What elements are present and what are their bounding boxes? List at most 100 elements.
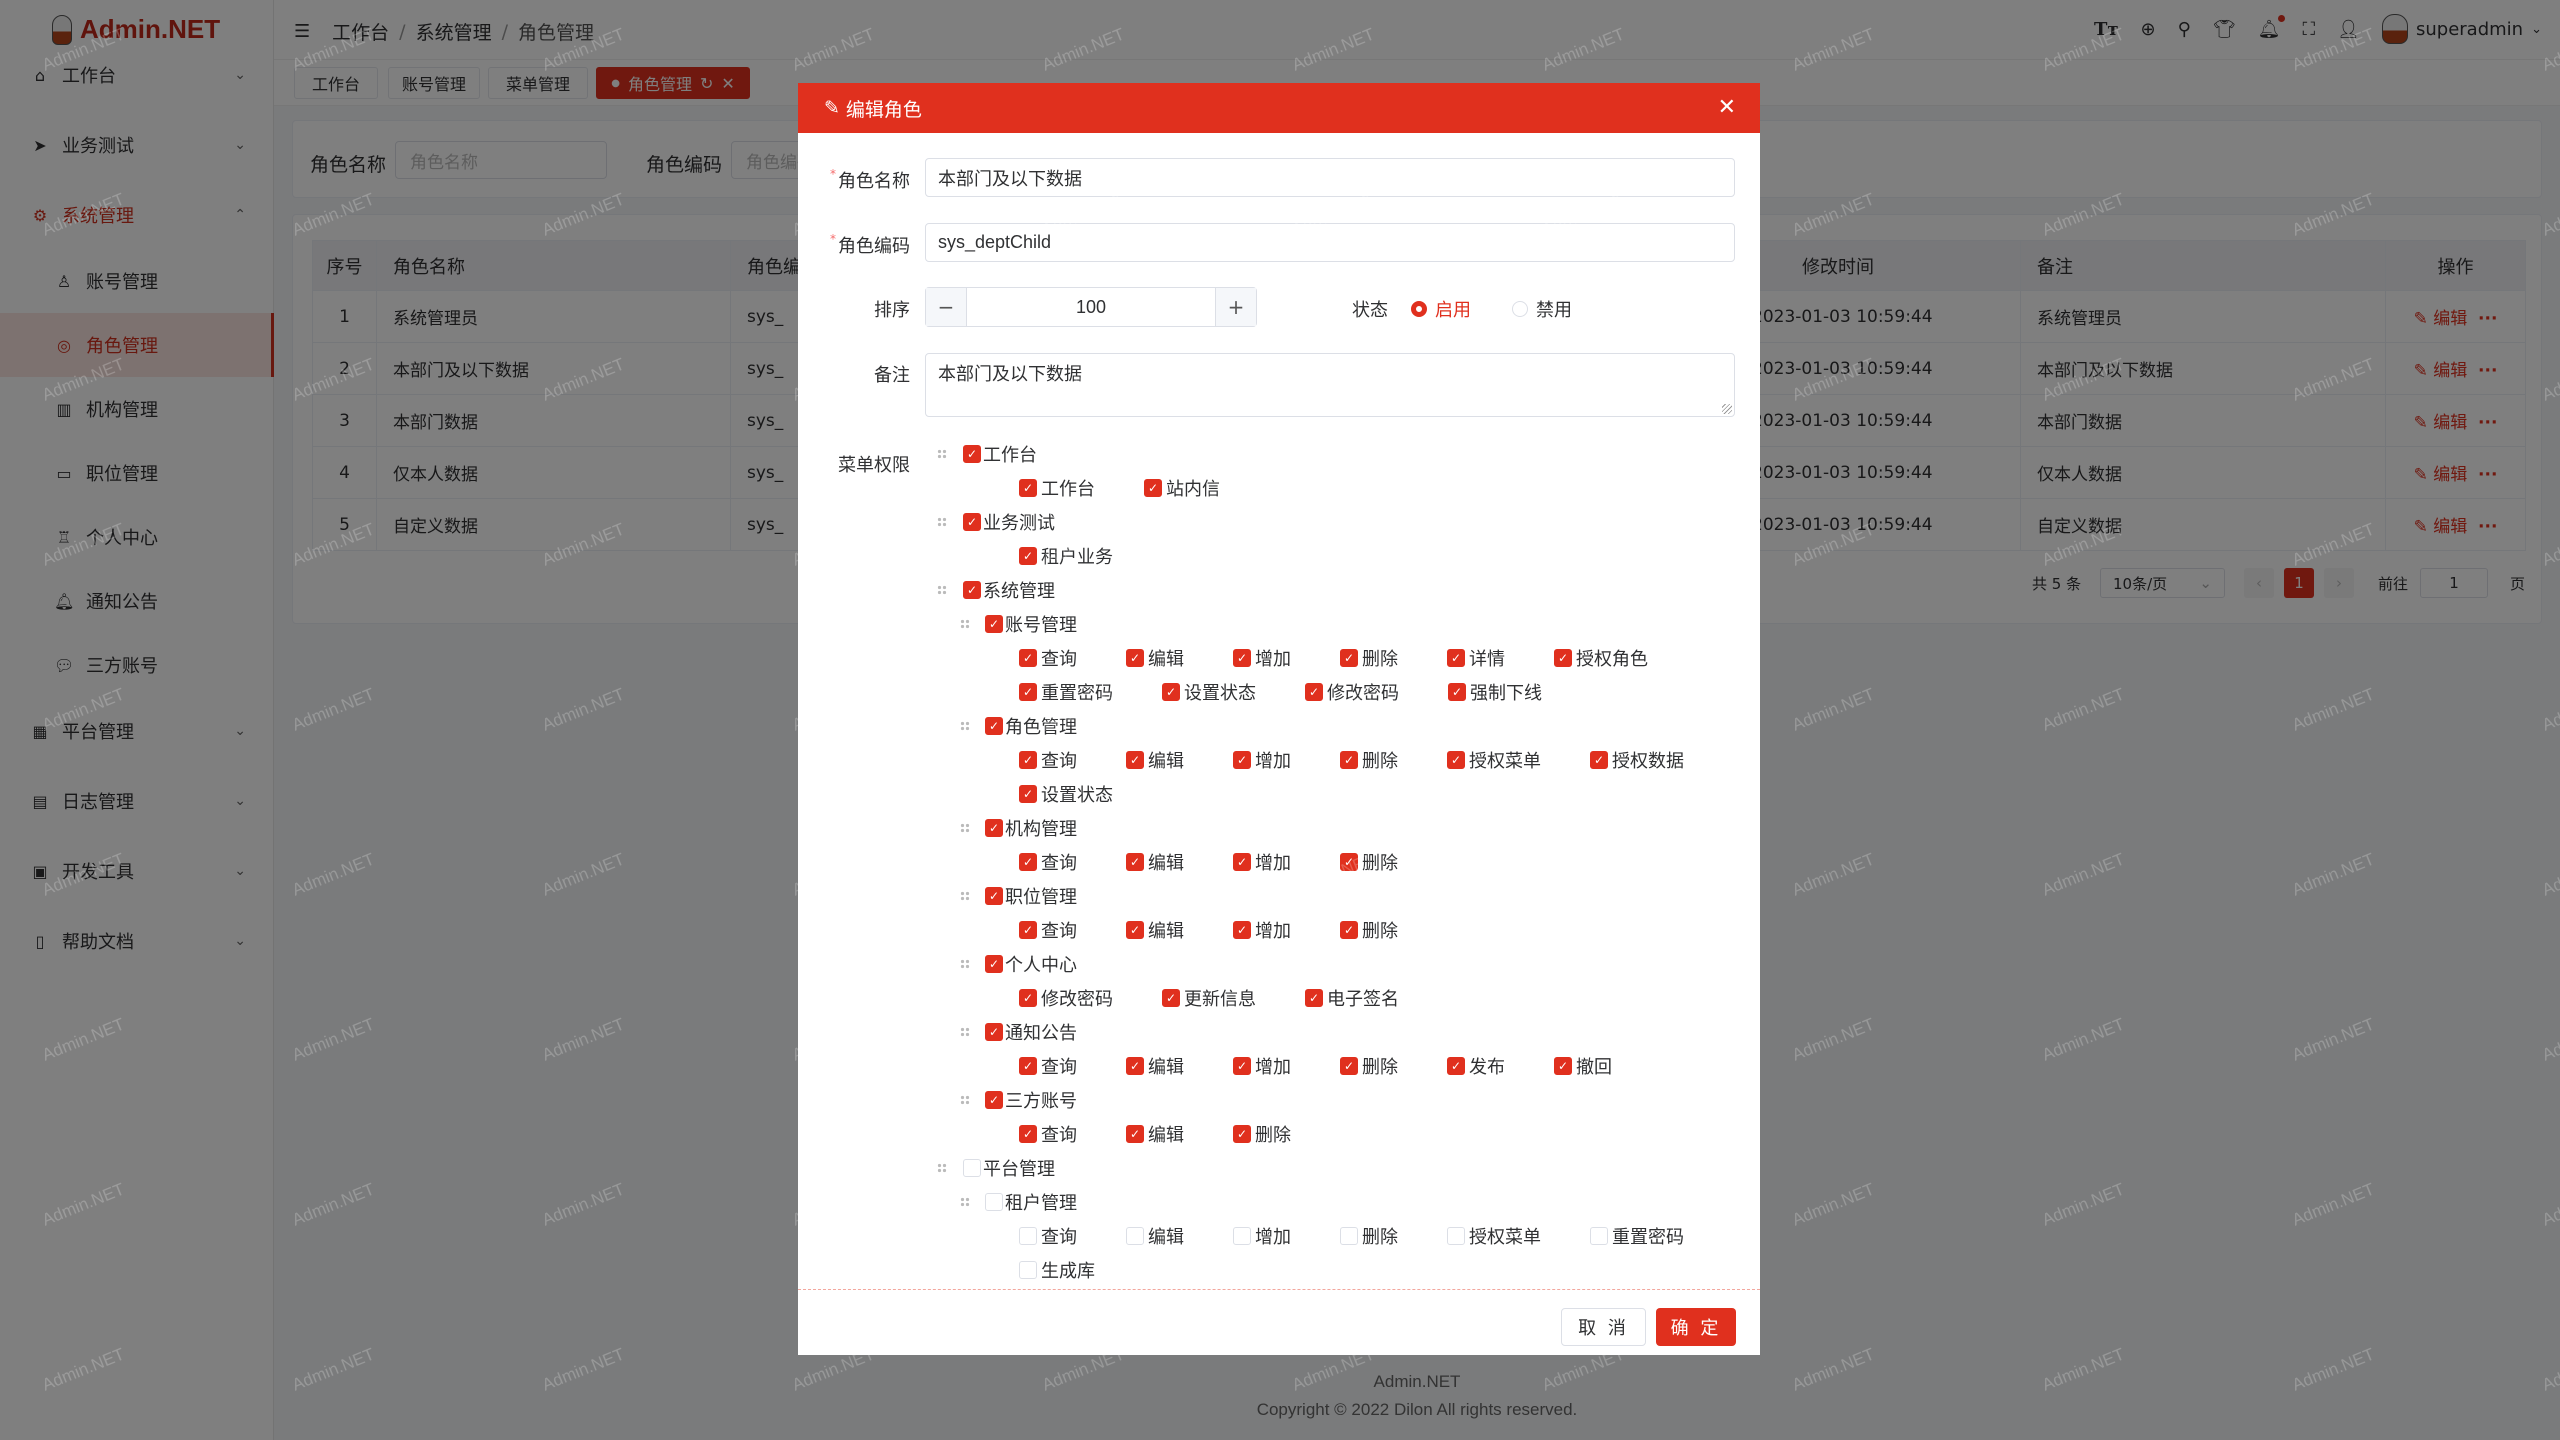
tree-leaf[interactable]: ✓ 编辑	[1126, 1117, 1184, 1151]
tree-leaf[interactable]: 重置密码	[1590, 1219, 1684, 1253]
checkbox-checked[interactable]: ✓	[1447, 751, 1465, 769]
tree-node[interactable]: ✓ 账号管理	[798, 607, 1760, 641]
tree-leaf[interactable]: ✓ 编辑	[1126, 1049, 1184, 1083]
checkbox-checked[interactable]: ✓	[985, 1023, 1003, 1041]
checkbox-checked[interactable]: ✓	[1340, 751, 1358, 769]
tree-node[interactable]: 租户管理	[798, 1185, 1760, 1219]
checkbox-unchecked[interactable]	[985, 1193, 1003, 1211]
checkbox-checked[interactable]: ✓	[963, 581, 981, 599]
tree-leaf[interactable]: 增加	[1233, 1219, 1291, 1253]
remark-textarea[interactable]: 本部门及以下数据	[925, 353, 1735, 417]
drag-handle-icon[interactable]	[960, 1027, 970, 1037]
tree-leaf[interactable]: ✓ 删除	[1340, 743, 1398, 777]
tree-leaf[interactable]: ✓ 编辑	[1126, 913, 1184, 947]
tree-leaf[interactable]: ✓ 授权菜单	[1447, 743, 1541, 777]
checkbox-checked[interactable]: ✓	[1126, 1057, 1144, 1075]
tree-node[interactable]: ✓ 三方账号	[798, 1083, 1760, 1117]
tree-leaf[interactable]: 授权菜单	[1447, 1219, 1541, 1253]
resize-handle-icon[interactable]	[1722, 404, 1732, 414]
checkbox-checked[interactable]: ✓	[985, 887, 1003, 905]
checkbox-checked[interactable]: ✓	[1554, 649, 1572, 667]
checkbox-checked[interactable]: ✓	[1340, 921, 1358, 939]
tree-leaf[interactable]: ✓ 删除	[1233, 1117, 1291, 1151]
drag-handle-icon[interactable]	[960, 959, 970, 969]
tree-leaf[interactable]: ✓ 查询	[1019, 641, 1077, 675]
checkbox-checked[interactable]: ✓	[1340, 649, 1358, 667]
checkbox-unchecked[interactable]	[1019, 1227, 1037, 1245]
tree-node[interactable]: 平台管理	[798, 1151, 1760, 1185]
tree-leaf[interactable]: ✓ 电子签名	[1305, 981, 1399, 1015]
drag-handle-icon[interactable]	[960, 891, 970, 901]
status-radio-enabled[interactable]: 启用	[1411, 296, 1471, 322]
confirm-button[interactable]: 确 定	[1656, 1308, 1736, 1346]
decrement-button[interactable]: −	[926, 288, 966, 326]
tree-leaf[interactable]: 删除	[1340, 1219, 1398, 1253]
checkbox-unchecked[interactable]	[1340, 1227, 1358, 1245]
checkbox-checked[interactable]: ✓	[985, 819, 1003, 837]
sort-input[interactable]: 100	[966, 288, 1216, 326]
checkbox-checked[interactable]: ✓	[1019, 853, 1037, 871]
checkbox-checked[interactable]: ✓	[1019, 785, 1037, 803]
checkbox-checked[interactable]: ✓	[985, 615, 1003, 633]
tree-node[interactable]: ✓ 角色管理	[798, 709, 1760, 743]
tree-leaf[interactable]: ✓ 站内信	[1144, 471, 1220, 505]
checkbox-checked[interactable]: ✓	[1233, 1125, 1251, 1143]
checkbox-checked[interactable]: ✓	[1126, 853, 1144, 871]
tree-leaf[interactable]: ✓ 查询	[1019, 1049, 1077, 1083]
checkbox-unchecked[interactable]	[1447, 1227, 1465, 1245]
checkbox-checked[interactable]: ✓	[1019, 547, 1037, 565]
checkbox-checked[interactable]: ✓	[1305, 683, 1323, 701]
tree-leaf[interactable]: ✓ 设置状态	[1019, 777, 1113, 811]
role-code-input[interactable]: sys_deptChild	[925, 223, 1735, 262]
tree-leaf[interactable]: ✓ 增加	[1233, 743, 1291, 777]
tree-leaf[interactable]: ✓ 更新信息	[1162, 981, 1256, 1015]
checkbox-checked[interactable]: ✓	[1233, 853, 1251, 871]
checkbox-checked[interactable]: ✓	[1447, 649, 1465, 667]
tree-leaf[interactable]: ✓ 设置状态	[1162, 675, 1256, 709]
checkbox-unchecked[interactable]	[1590, 1227, 1608, 1245]
checkbox-checked[interactable]: ✓	[985, 955, 1003, 973]
checkbox-checked[interactable]: ✓	[1019, 649, 1037, 667]
tree-node[interactable]: ✓ 业务测试	[798, 505, 1760, 539]
status-radio-disabled[interactable]: 禁用	[1512, 296, 1572, 322]
drag-handle-icon[interactable]	[960, 619, 970, 629]
checkbox-unchecked[interactable]	[1126, 1227, 1144, 1245]
checkbox-unchecked[interactable]	[1233, 1227, 1251, 1245]
tree-leaf[interactable]: ✓ 修改密码	[1305, 675, 1399, 709]
drag-handle-icon[interactable]	[960, 823, 970, 833]
checkbox-checked[interactable]: ✓	[1340, 1057, 1358, 1075]
checkbox-checked[interactable]: ✓	[1019, 479, 1037, 497]
checkbox-checked[interactable]: ✓	[1233, 1057, 1251, 1075]
drag-handle-icon[interactable]	[960, 1197, 970, 1207]
tree-leaf[interactable]: ✓ 重置密码	[1019, 675, 1113, 709]
checkbox-checked[interactable]: ✓	[1590, 751, 1608, 769]
tree-leaf[interactable]: ✓ 查询	[1019, 845, 1077, 879]
tree-leaf[interactable]: ✓ 编辑	[1126, 743, 1184, 777]
tree-leaf[interactable]: ✓ 查询	[1019, 1117, 1077, 1151]
tree-leaf[interactable]: ✓ 撤回	[1554, 1049, 1612, 1083]
drag-handle-icon[interactable]	[937, 585, 947, 595]
cancel-button[interactable]: 取 消	[1561, 1308, 1646, 1346]
checkbox-checked[interactable]: ✓	[1019, 1057, 1037, 1075]
tree-node[interactable]: ✓ 系统管理	[798, 573, 1760, 607]
tree-leaf[interactable]: ✓ 编辑	[1126, 845, 1184, 879]
role-name-input[interactable]: 本部门及以下数据	[925, 158, 1735, 197]
checkbox-checked[interactable]: ✓	[963, 513, 981, 531]
checkbox-checked[interactable]: ✓	[1340, 853, 1358, 871]
checkbox-checked[interactable]: ✓	[1448, 683, 1466, 701]
tree-leaf[interactable]: ✓ 编辑	[1126, 641, 1184, 675]
tree-leaf[interactable]: ✓ 增加	[1233, 1049, 1291, 1083]
tree-leaf[interactable]: ✓ 删除	[1340, 641, 1398, 675]
checkbox-checked[interactable]: ✓	[1233, 751, 1251, 769]
checkbox-checked[interactable]: ✓	[1126, 649, 1144, 667]
tree-leaf[interactable]: ✓ 修改密码	[1019, 981, 1113, 1015]
checkbox-checked[interactable]: ✓	[1233, 921, 1251, 939]
checkbox-checked[interactable]: ✓	[963, 445, 981, 463]
tree-leaf[interactable]: ✓ 增加	[1233, 641, 1291, 675]
tree-leaf[interactable]: ✓ 详情	[1447, 641, 1505, 675]
tree-leaf[interactable]: ✓ 删除	[1340, 845, 1398, 879]
checkbox-checked[interactable]: ✓	[1126, 1125, 1144, 1143]
checkbox-checked[interactable]: ✓	[1126, 921, 1144, 939]
tree-node[interactable]: ✓ 机构管理	[798, 811, 1760, 845]
tree-leaf[interactable]: 生成库	[1019, 1253, 1095, 1285]
